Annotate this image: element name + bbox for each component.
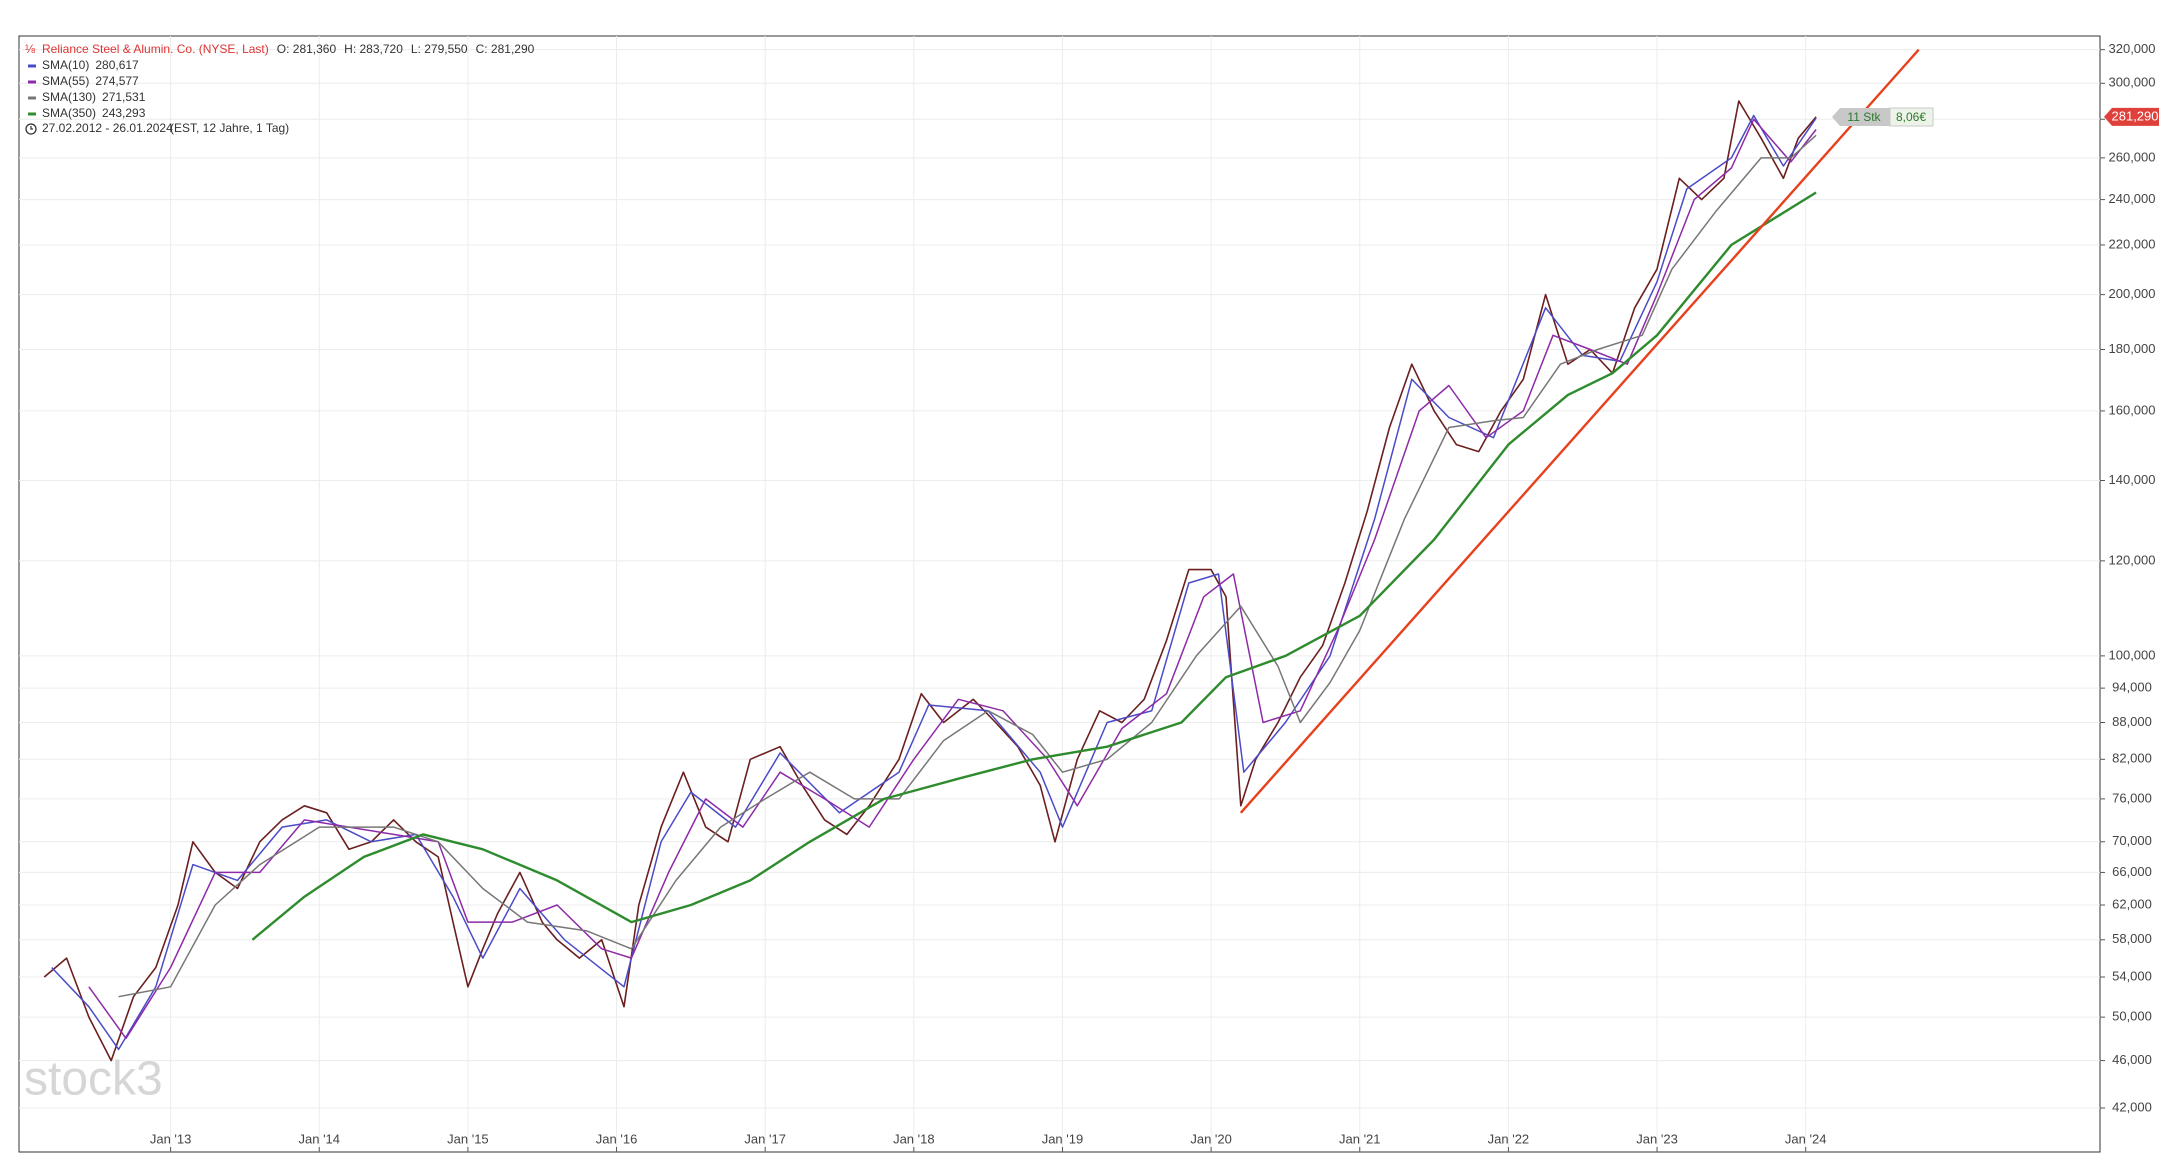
ohlc-value: O: 281,360	[277, 42, 337, 56]
x-tick-label: Jan '13	[150, 1131, 192, 1146]
y-tick-label: 240,000	[2109, 191, 2156, 206]
qty-badge	[1832, 108, 1890, 126]
ohlc-value: C: 281,290	[476, 42, 535, 56]
x-tick-label: Jan '20	[1190, 1131, 1232, 1146]
date-range: 27.02.2012 - 26.01.2024	[42, 121, 173, 135]
x-tick-label: Jan '21	[1339, 1131, 1381, 1146]
price-line	[43, 100, 1817, 1062]
position-pill: 11 Stk 8,06€	[1832, 107, 1934, 127]
x-tick-label: Jan '16	[596, 1131, 638, 1146]
y-tick-label: 88,000	[2112, 714, 2152, 729]
y-tick-label: 82,000	[2112, 751, 2152, 766]
plot-frame	[18, 35, 2101, 1153]
legend-value: 271,531	[102, 90, 146, 104]
y-tick-label: 46,000	[2112, 1052, 2152, 1067]
chart-title: Reliance Steel & Alumin. Co. (NYSE, Last…	[42, 42, 269, 56]
y-tick-label: 94,000	[2112, 680, 2152, 695]
sma-line	[118, 134, 1817, 998]
legend-value: 243,293	[102, 106, 146, 120]
ohlc-value: L: 279,550	[411, 42, 468, 56]
legend-value: 274,577	[95, 74, 139, 88]
symbol-icon: ⅛	[25, 42, 36, 56]
legend-name: SMA(350)	[42, 106, 96, 120]
y-tick-label: 70,000	[2112, 833, 2152, 848]
y-tick-label: 200,000	[2109, 286, 2156, 301]
y-tick-label: 300,000	[2109, 75, 2156, 90]
price-tag	[2104, 107, 2159, 126]
y-tick-label: 66,000	[2112, 864, 2152, 879]
trend-line	[1239, 48, 1920, 814]
y-tick-label: 120,000	[2109, 552, 2156, 567]
x-tick-label: Jan '24	[1785, 1131, 1827, 1146]
value-badge	[1889, 107, 1934, 127]
legend: ⅛ Reliance Steel & Alumin. Co. (NYSE, La…	[25, 42, 535, 135]
legend-name: SMA(55)	[42, 74, 89, 88]
lines	[43, 48, 1920, 1062]
y-tick-label: 58,000	[2112, 931, 2152, 946]
y-tick-label: 180,000	[2109, 341, 2156, 356]
x-tick-label: Jan '18	[893, 1131, 935, 1146]
sma-line	[251, 191, 1817, 941]
position-value: 8,06€	[1896, 110, 1926, 124]
x-tick-label: Jan '19	[1042, 1131, 1084, 1146]
watermark: stock3	[24, 1053, 163, 1106]
legend-value: 280,617	[95, 58, 139, 72]
y-tick-label: 42,000	[2112, 1099, 2152, 1114]
x-tick-label: Jan '15	[447, 1131, 489, 1146]
legend-name: SMA(130)	[42, 90, 96, 104]
clock-icon	[25, 123, 37, 135]
position-qty: 11 Stk	[1847, 110, 1881, 124]
price-tag-label: 281,290	[2112, 108, 2159, 123]
x-tick-label: Jan '14	[299, 1131, 341, 1146]
y-tick-label: 260,000	[2109, 149, 2156, 164]
y-tick-label: 160,000	[2109, 402, 2156, 417]
y-tick-label: 50,000	[2112, 1009, 2152, 1024]
legend-name: SMA(10)	[42, 58, 89, 72]
y-tick-label: 76,000	[2112, 790, 2152, 805]
ohlc-value: H: 283,720	[344, 42, 403, 56]
y-tick-label: 54,000	[2112, 968, 2152, 983]
y-tick-label: 220,000	[2109, 236, 2156, 251]
clock-hands	[30, 126, 33, 130]
x-tick-label: Jan '17	[744, 1131, 786, 1146]
y-tick-label: 62,000	[2112, 896, 2152, 911]
y-tick-label: 100,000	[2109, 647, 2156, 662]
y-tick-label: 320,000	[2109, 41, 2156, 56]
x-tick-label: Jan '23	[1636, 1131, 1678, 1146]
y-tick-label: 140,000	[2109, 472, 2156, 487]
x-tick-label: Jan '22	[1488, 1131, 1530, 1146]
range-info: (EST, 12 Jahre, 1 Tag)	[170, 121, 289, 135]
